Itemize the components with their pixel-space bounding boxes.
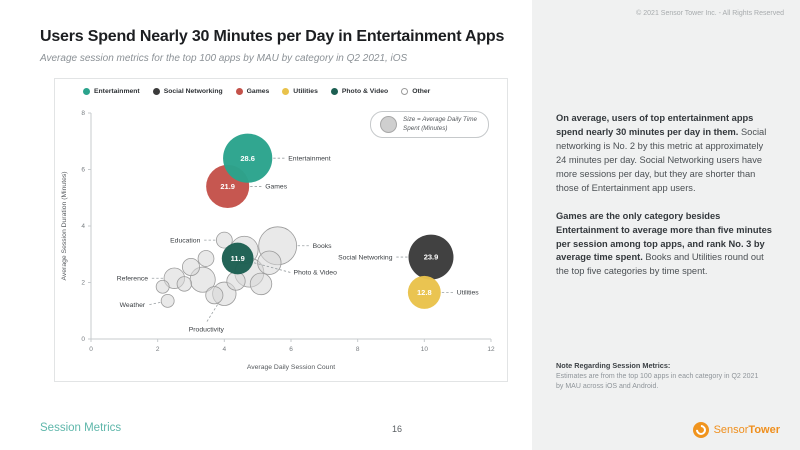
y-tick-label: 8 <box>81 110 85 117</box>
legend-item-entertainment: Entertainment <box>83 88 140 95</box>
legend-label: Other <box>412 88 431 95</box>
bubble-entertainment <box>223 133 273 183</box>
bubble-value-games: 21.9 <box>220 182 235 191</box>
bubble-other <box>197 250 215 267</box>
label-social-networking: Social Networking <box>338 254 393 261</box>
y-tick-label: 4 <box>81 223 85 230</box>
leader-line-weather <box>148 301 161 306</box>
label-games: Games <box>265 184 288 191</box>
label-reference: Reference <box>117 275 149 282</box>
legend-dot-icon <box>330 88 338 95</box>
section-label: Session Metrics <box>40 422 122 434</box>
legend-item-games: Games <box>235 88 270 95</box>
bubble-other <box>155 279 170 294</box>
label-entertainment: Entertainment <box>288 155 330 162</box>
size-legend-circle <box>380 116 397 133</box>
bubble-social-networking <box>408 234 454 280</box>
bubble-weather <box>160 293 175 308</box>
bubble-chart-svg: 0 2 4 6 8 10 12 0 2 4 6 8 Average Daily Session Coun… <box>61 110 495 371</box>
x-tick-label: 6 <box>289 346 293 353</box>
sidebar-paragraph: Games are the only category besides Ente… <box>556 210 774 280</box>
x-tick-label: 12 <box>487 346 495 353</box>
x-axis-title: Average Daily Session Count <box>247 364 335 371</box>
size-legend: Size = Average Daily Time Spent (Minutes… <box>370 111 489 138</box>
label-books: Books <box>313 243 332 250</box>
legend-item-other: Other <box>401 88 430 95</box>
bubble-other <box>176 276 193 292</box>
paragraph-regular-text: Social networking is No. 2 by this metri… <box>556 126 767 193</box>
legend-item-utilities: Utilities <box>282 88 318 95</box>
main-content: Users Spend Nearly 30 Minutes per Day in… <box>40 28 508 434</box>
bubble-value-entertainment: 28.6 <box>240 154 255 163</box>
copyright: © 2021 Sensor Tower Inc. - All Rights Re… <box>636 10 784 17</box>
y-tick-label: 0 <box>81 336 85 343</box>
page-number: 16 <box>392 424 403 434</box>
legend-dot-icon <box>235 88 243 95</box>
page-title: Users Spend Nearly 30 Minutes per Day in… <box>40 28 505 45</box>
bubble-other <box>205 286 224 305</box>
bubble-other <box>181 257 201 276</box>
x-tick-label: 2 <box>156 346 160 353</box>
bubble-value-photo-video: 11.9 <box>231 254 245 263</box>
note-body: Estimates are from the top 100 apps in e… <box>556 372 759 390</box>
bubble-value-social-networking: 23.9 <box>424 253 439 262</box>
x-tick-label: 10 <box>421 346 429 353</box>
leader-line-photo-video <box>253 262 291 273</box>
legend-dot-icon <box>152 88 160 95</box>
x-tick-label: 4 <box>223 346 227 353</box>
bubble-utilities <box>407 275 441 309</box>
bubble-photo-video <box>221 242 254 275</box>
bubble-other <box>226 271 246 291</box>
bubble-other <box>257 250 282 275</box>
legend-item-photo-video: Photo & Video <box>330 88 389 95</box>
legend-label: Social Networking <box>163 88 223 95</box>
bubble-education <box>215 231 233 249</box>
page-subtitle: Average session metrics for the top 100 … <box>40 53 408 64</box>
chart-legend: Entertainment Social Networking Games Utili… <box>83 88 430 95</box>
note-title: Note Regarding Session Metrics: <box>556 360 671 370</box>
label-utilities: Utilities <box>457 290 480 297</box>
sensortower-wordmark: SensorTower <box>713 424 780 436</box>
paragraph-bold-text: On average, users of top entertainment a… <box>556 113 754 137</box>
legend-item-social-networking: Social Networking <box>152 88 223 95</box>
x-tick-label: 0 <box>89 346 93 353</box>
y-axis-title: Average Session Duration (Minutes) <box>61 171 68 280</box>
sensortower-logo: SensorTower <box>692 422 780 438</box>
bubble-value-utilities: 12.8 <box>417 288 432 297</box>
label-productivity: Productivity <box>189 327 225 334</box>
sidebar-paragraph: On average, users of top entertainment a… <box>556 112 774 196</box>
x-tick-label: 8 <box>356 346 360 353</box>
bubble-other <box>249 272 273 296</box>
size-legend-text: Size = Average Daily Time Spent (Minutes… <box>403 116 477 132</box>
legend-dot-icon <box>83 88 90 95</box>
legend-dot-icon <box>401 88 409 95</box>
label-photo-video: Photo & Video <box>294 270 338 277</box>
legend-label: Entertainment <box>94 88 140 95</box>
legend-dot-icon <box>282 88 290 95</box>
legend-label: Utilities <box>293 88 318 95</box>
paragraph-regular-text: Books and Utilities round out the top fi… <box>556 252 764 277</box>
y-tick-label: 2 <box>81 280 85 287</box>
legend-label: Photo & Video <box>341 88 389 95</box>
label-weather: Weather <box>120 302 146 309</box>
label-education: Education <box>170 237 200 244</box>
session-metrics-note: Note Regarding Session Metrics: Estimate… <box>556 361 768 392</box>
paragraph-bold-text: Games are the only category besides Ente… <box>556 210 772 263</box>
legend-label: Games <box>246 88 270 95</box>
bubble-chart: Entertainment Social Networking Games Utili… <box>54 78 508 382</box>
leader-line-productivity <box>205 304 218 323</box>
y-tick-label: 6 <box>81 167 85 174</box>
sidebar: On average, users of top entertainment a… <box>532 0 800 450</box>
sensortower-gauge-icon <box>692 422 709 438</box>
